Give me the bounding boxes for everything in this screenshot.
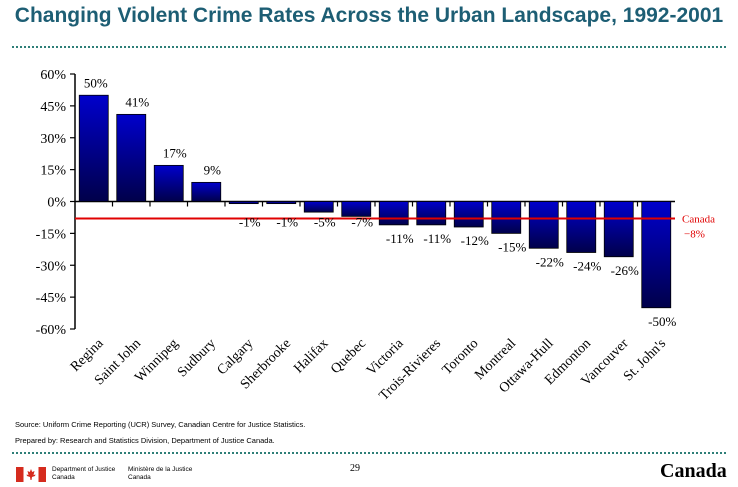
data-label: -11% [423,231,451,246]
bar [491,201,522,234]
bar [603,201,634,258]
y-tick-label: 15% [40,164,66,179]
canada-flag-icon [16,467,46,482]
prepared-note: Prepared by: Research and Statistics Div… [15,436,275,445]
data-label: 41% [125,94,149,109]
canada-wordmark: Canada [660,460,727,482]
data-label: -1% [276,215,298,230]
y-tick-label: -45% [36,291,67,306]
bottom-divider [12,452,726,454]
department-french: Ministère de la Justice Canada [128,466,193,481]
y-tick-label: 60% [40,68,66,83]
y-tick-label: 0% [47,196,66,211]
data-label: -15% [498,239,526,254]
reference-label: Canada [682,214,715,226]
bar [191,181,222,202]
bar-chart: 60% 45% 30% 15% 0% -15% -30% -45% -60% Canada −8%… [36,68,715,404]
bar [266,201,297,205]
reference-value: −8% [684,229,705,241]
x-tick-label: Quebec [328,336,369,377]
source-note: Source: Uniform Crime Reporting (UCR) Su… [15,420,306,429]
bar [453,201,484,228]
bar [303,201,334,213]
data-label: -22% [536,254,564,269]
x-tick-label: Sudbury [175,336,219,380]
data-label: -12% [461,233,489,248]
data-label: -5% [314,215,336,230]
data-label: -26% [611,263,639,278]
top-divider [12,46,726,48]
y-tick-label: 45% [40,100,66,115]
data-label: -24% [573,259,601,274]
bar [341,201,372,217]
data-label: -7% [351,215,373,230]
x-tick-label: Halifax [291,336,331,376]
y-tick-label: -15% [36,227,67,242]
bar [566,201,597,253]
page-title: Changing Violent Crime Rates Across the … [14,4,724,27]
data-label: 50% [84,75,108,90]
canada-reference-line: Canada −8% [75,214,715,241]
data-label: -50% [648,314,676,329]
data-label: 17% [163,145,187,160]
bar [116,113,147,202]
bar [78,94,109,202]
bar [641,201,672,309]
y-tick-label: -60% [36,323,67,338]
data-label: -1% [239,215,261,230]
bar [378,201,409,226]
bar [153,164,184,202]
department-english: Department of Justice Canada [52,466,116,481]
y-tick-label: -30% [36,259,67,274]
y-tick-label: 30% [40,132,66,147]
data-label: -11% [386,231,414,246]
bar [228,201,259,205]
page-number: 29 [350,463,360,474]
bar [528,201,559,249]
data-labels: 50%41%17%9%-1% -1% -5% -7%-11% -11% -12% -15%-… [84,75,677,329]
data-label: 9% [204,162,222,177]
bar [416,201,447,226]
